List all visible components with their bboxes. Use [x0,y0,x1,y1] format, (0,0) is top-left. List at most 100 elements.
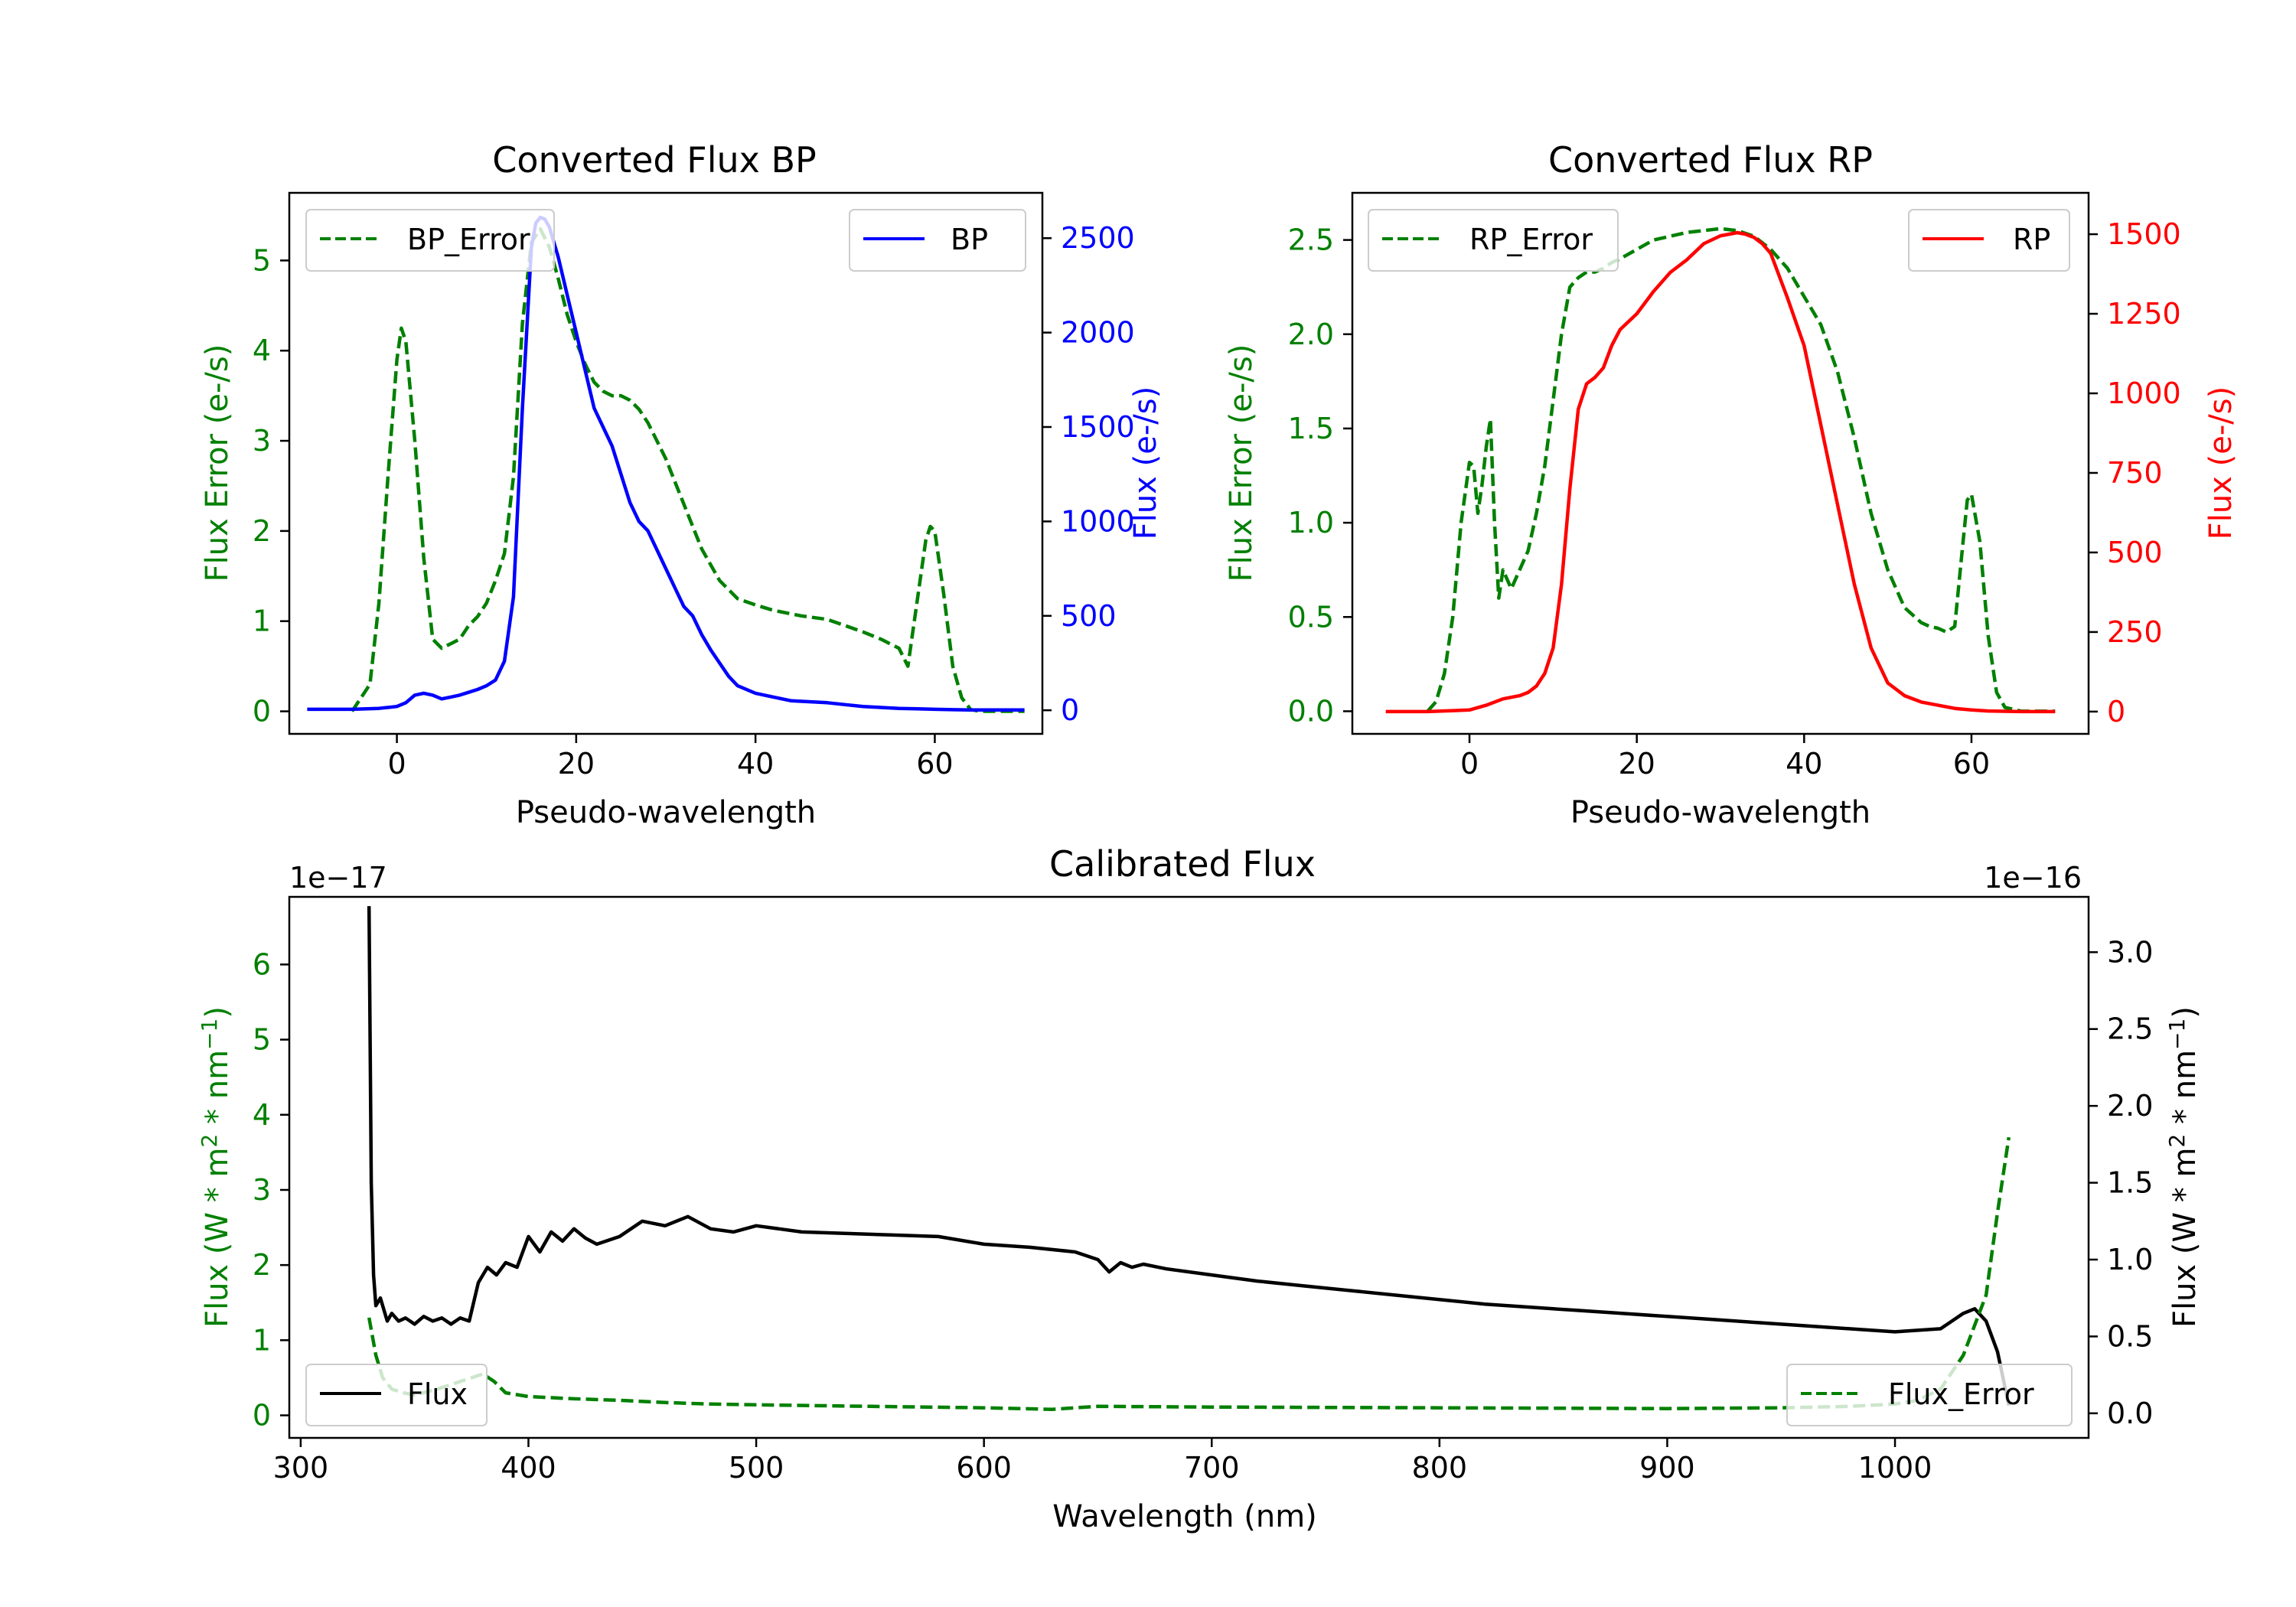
cal-ytick-right-label: 2.0 [2107,1089,2153,1123]
cal-xtick-label: 700 [1184,1451,1240,1485]
bp-ytick-left-label: 0 [253,695,271,729]
cal-xtick-label: 900 [1639,1451,1695,1485]
rp-ytick-right-label: 0 [2107,695,2125,729]
bp-plot-area [307,215,1025,713]
cal-ylabel-right-sup2: −1 [2164,1019,2190,1050]
bp-panel: Converted Flux BP 0 20 40 60 0 1 2 3 4 5 0 500 1000 1… [200,139,1163,830]
bp-xlabel: Pseudo-wavelength [516,795,816,830]
bp-ytick-right-label: 2000 [1061,316,1135,350]
rp-ytick-right-label: 750 [2107,456,2163,490]
rp-axes-frame [1351,191,2090,735]
cal-ytick-right-label: 0.5 [2107,1319,2153,1353]
bp-series-bp-error [351,227,1025,713]
rp-ytick-left-label: 1.0 [1288,506,1334,539]
cal-legend-flux-label: Flux [407,1377,468,1411]
cal-ytick-left-label: 2 [253,1248,271,1282]
bp-ytick-right-label: 500 [1061,599,1117,633]
cal-xtick-label: 800 [1412,1451,1468,1485]
cal-legend-flux: Flux [305,1364,488,1426]
rp-xlabel: Pseudo-wavelength [1570,795,1870,830]
cal-right-offset: 1e−16 [1984,861,2082,895]
cal-ytick-left-label: 3 [253,1173,271,1207]
bp-xtick-label: 60 [916,747,953,781]
rp-ytick-right-label: 1500 [2107,217,2181,251]
bp-legend-flux: BP [849,209,1026,272]
cal-ytick-left-label: 0 [253,1399,271,1433]
cal-left-offset: 1e−17 [289,861,387,895]
bp-legend-error-label: BP_Error [407,223,530,256]
rp-xtick-label: 40 [1786,747,1822,781]
rp-ylabel-left: Flux Error (e-/s) [1224,344,1259,582]
cal-ytick-left-label: 6 [253,947,271,981]
rp-series-rp-error [1426,227,2056,713]
bp-ytick-left-label: 5 [253,243,271,277]
rp-title: Converted Flux RP [1548,139,1873,181]
rp-plot-area [1385,227,2056,714]
rp-xtick-label: 20 [1619,747,1655,781]
bp-xtick-label: 40 [737,747,774,781]
bp-ytick-right-label: 1000 [1061,504,1135,538]
cal-ytick-left-label: 4 [253,1098,271,1132]
cal-title: Calibrated Flux [1049,843,1316,885]
rp-panel: Converted Flux RP 0 20 40 60 0.0 0.5 1.0 1.5 2.0… [1224,139,2239,830]
rp-ytick-left-label: 2.0 [1288,318,1334,351]
rp-ytick-right-label: 1000 [2107,376,2181,410]
rp-ytick-left-label: 1.5 [1288,412,1334,445]
bp-ytick-left-label: 2 [253,514,271,548]
cal-ytick-right-label: 1.5 [2107,1166,2153,1200]
rp-xtick-label: 60 [1953,747,1990,781]
cal-ytick-right-label: 2.5 [2107,1012,2153,1046]
bp-ytick-left-label: 3 [253,424,271,458]
rp-ytick-right-label: 500 [2107,536,2163,569]
cal-ylabel-right-text: Flux (W * m [2167,1148,2203,1328]
cal-legend-error-label: Flux_Error [1888,1377,2034,1411]
cal-panel: Calibrated Flux 1e−17 1e−16 300 400 500 600… [197,843,2203,1534]
bp-xtick-label: 20 [558,747,595,781]
cal-ylabel-right-mid: * nm [2167,1050,2203,1134]
rp-ticks: 0 20 40 60 0.0 0.5 1.0 1.5 2.0 2.5 0 250 500 750 1000 1… [1288,217,2181,781]
rp-legend-error-label: RP_Error [1469,223,1593,256]
cal-ylabel-right-end: ) [2167,1006,2203,1019]
cal-xtick-label: 1000 [1858,1451,1932,1485]
cal-xtick-label: 500 [729,1451,784,1485]
bp-ytick-right-label: 1500 [1061,410,1135,444]
rp-series-rp [1385,230,2056,714]
rp-legend-flux-label: RP [2013,223,2050,256]
cal-ticks: 300 400 500 600 700 800 900 1000 0 1 2 3 4 5 6 0.0 0.5 1.… [253,935,2154,1485]
rp-legend-flux: RP [1908,209,2070,272]
rp-ytick-left-label: 2.5 [1288,223,1334,257]
cal-ytick-right-label: 0.0 [2107,1397,2153,1430]
cal-series-flux [367,906,2011,1407]
bp-ytick-right-label: 2500 [1061,221,1135,255]
bp-axes-frame [288,191,1044,735]
cal-ylabel-left-mid: * nm [200,1050,235,1134]
bp-ytick-right-label: 0 [1061,693,1079,727]
cal-ytick-right-label: 1.0 [2107,1243,2153,1276]
cal-ylabel-left: Flux (W * m2 * nm−1) [197,1006,235,1328]
cal-ylabel-left-sup2: −1 [197,1019,222,1050]
bp-series-bp [307,215,1025,712]
cal-ytick-left-label: 5 [253,1023,271,1057]
bp-ytick-left-label: 1 [253,605,271,638]
rp-ylabel-right: Flux (e-/s) [2203,386,2239,539]
bp-ticks: 0 20 40 60 0 1 2 3 4 5 0 500 1000 1500 2000 2500 [253,221,1135,781]
bp-ytick-left-label: 4 [253,334,271,367]
cal-ylabel-left-text: Flux (W * m [200,1148,235,1328]
cal-xlabel: Wavelength (nm) [1052,1499,1317,1534]
cal-ylabel-right: Flux (W * m2 * nm−1) [2164,1006,2203,1328]
rp-ytick-left-label: 0.0 [1288,694,1334,728]
bp-title: Converted Flux BP [492,139,817,181]
rp-ytick-right-label: 250 [2107,615,2163,649]
cal-ylabel-left-sup1: 2 [197,1134,222,1148]
cal-xtick-label: 300 [273,1451,329,1485]
cal-ytick-right-label: 3.0 [2107,935,2153,969]
cal-xtick-label: 600 [956,1451,1012,1485]
cal-ylabel-left-end: ) [200,1006,235,1019]
rp-ytick-left-label: 0.5 [1288,600,1334,634]
bp-legend-flux-label: BP [951,223,988,256]
bp-legend-error: BP_Error [305,209,555,272]
rp-legend-error: RP_Error [1368,209,1619,272]
rp-ytick-right-label: 1250 [2107,297,2181,331]
cal-xtick-label: 400 [501,1451,556,1485]
